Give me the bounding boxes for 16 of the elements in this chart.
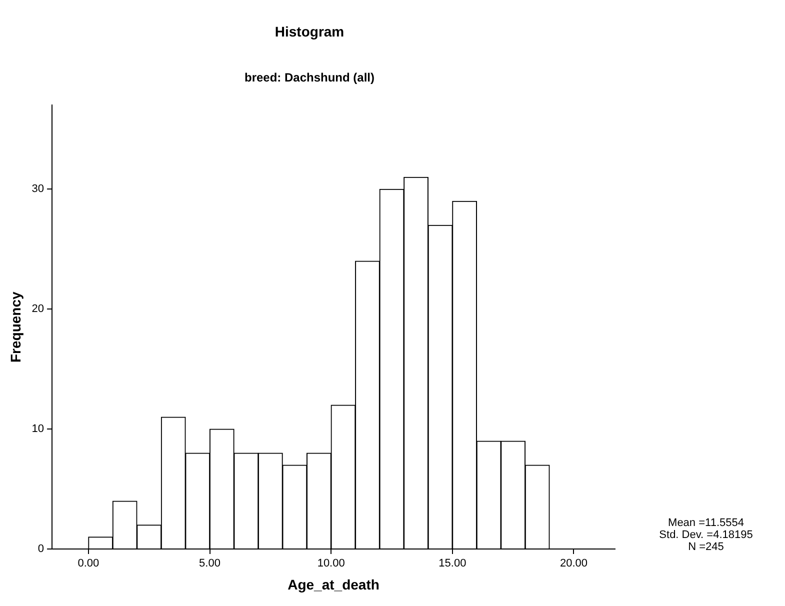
x-tick-label: 10.00 [317, 558, 345, 570]
y-tick-label: 20 [32, 303, 44, 316]
y-axis-title: Frequency [7, 291, 24, 363]
x-tick-label: 15.00 [438, 558, 466, 570]
y-tick-label: 10 [32, 423, 44, 436]
x-tick-label: 5.00 [199, 558, 220, 570]
x-axis-title: Age_at_death [288, 576, 380, 592]
x-tick-label: 0.00 [78, 558, 100, 570]
text: Std. Dev. =4.18195 [659, 529, 753, 542]
chart-subtitle: breed: Dachshund (all) [244, 70, 375, 84]
x-tick-label: 20.00 [560, 558, 588, 570]
y-tick-label: 0 [38, 543, 44, 556]
chart-title: Histogram [274, 23, 344, 40]
text: N =245 [688, 541, 724, 554]
text: Mean =11.5554 [668, 517, 744, 530]
y-tick-label: 30 [32, 183, 44, 196]
